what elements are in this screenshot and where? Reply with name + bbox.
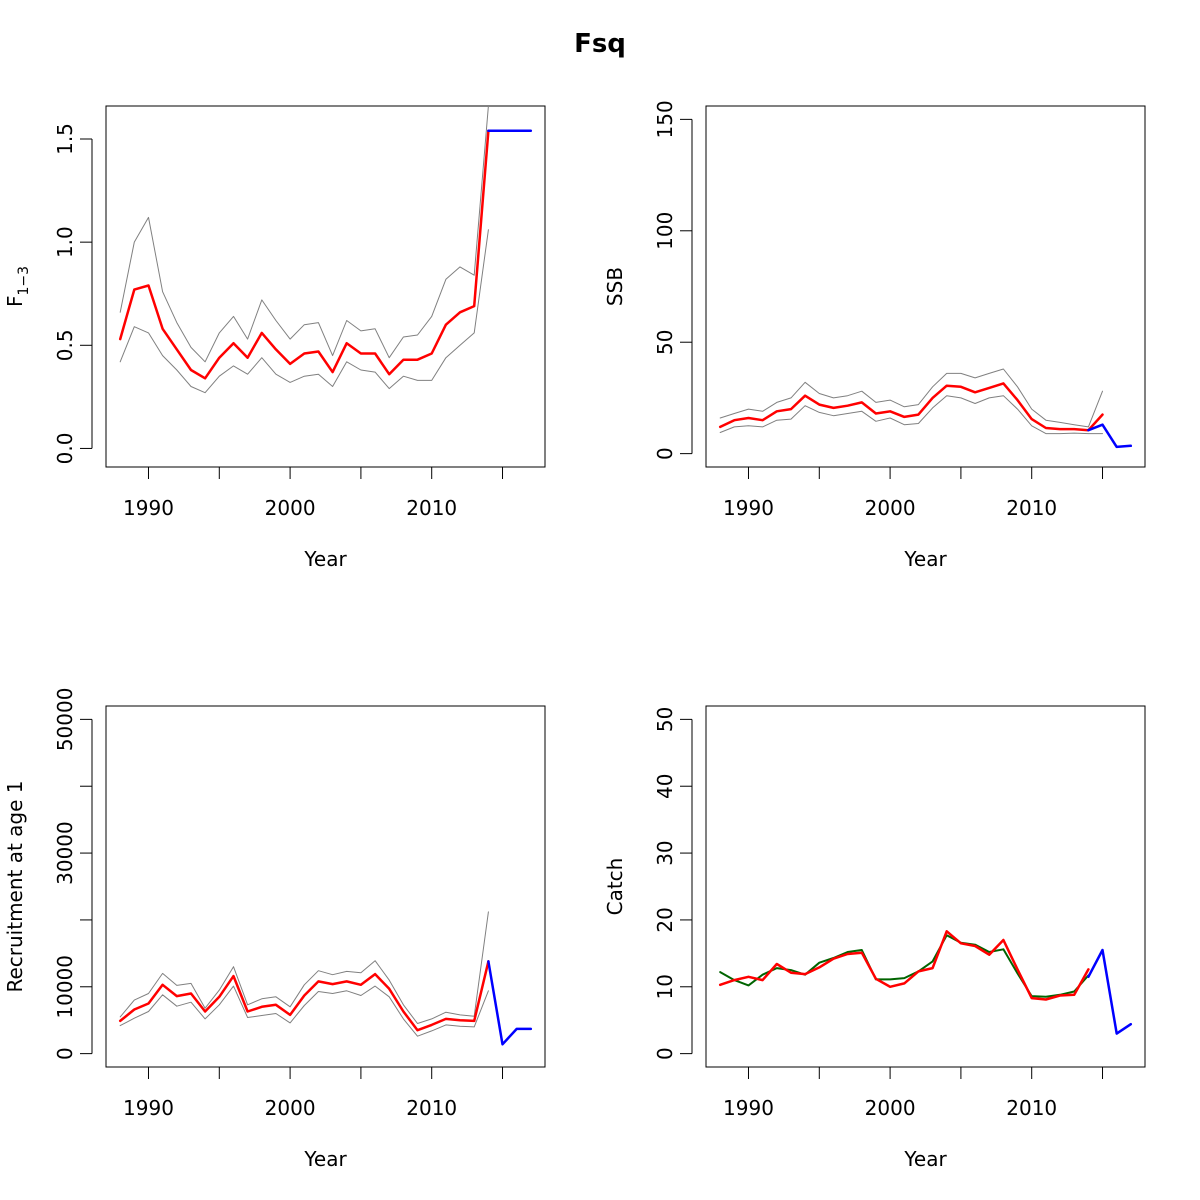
y-tick-label: 50000 xyxy=(53,688,77,752)
x-axis-label: Year xyxy=(903,1147,947,1171)
y-tick-label: 10 xyxy=(653,974,677,999)
y-axis: 0 10 20 30 40 50 xyxy=(653,707,693,1060)
interval-line xyxy=(119,106,489,363)
series-group xyxy=(118,106,533,394)
y-tick-label: 0.0 xyxy=(53,433,77,465)
y-tick-label: 0 xyxy=(53,1047,77,1060)
interval-line xyxy=(719,368,1103,428)
x-axis-label: Year xyxy=(303,1147,347,1171)
forecast-line xyxy=(1087,423,1133,449)
x-axis: 1990 2000 2010 xyxy=(723,1067,1104,1120)
estimate-line xyxy=(118,960,490,1032)
interval-line xyxy=(119,229,489,394)
estimate-line xyxy=(718,382,1104,432)
x-tick-label: 1990 xyxy=(723,496,774,520)
y-tick-label: 20 xyxy=(653,907,677,932)
y-axis-label-main: Catch xyxy=(603,858,627,916)
interval-line xyxy=(119,985,489,1037)
plot-frame xyxy=(105,705,546,1068)
x-axis-label: Year xyxy=(903,547,947,571)
y-axis-label-main: SSB xyxy=(603,267,627,306)
y-axis: 0 50 100 150 xyxy=(653,100,693,460)
y-tick-label: 100 xyxy=(653,212,677,250)
y-tick-label: 0 xyxy=(653,1047,677,1060)
y-tick-label: 40 xyxy=(653,773,677,798)
estimate-line xyxy=(118,129,490,380)
y-tick-label: 0.5 xyxy=(53,329,77,361)
plot-frame xyxy=(705,705,1146,1068)
y-tick-label: 30000 xyxy=(53,821,77,885)
x-tick-label: 2000 xyxy=(865,1096,916,1120)
x-tick-label: 1990 xyxy=(723,1096,774,1120)
series-group xyxy=(718,930,1133,1035)
plot-frame xyxy=(705,105,1146,468)
y-tick-label: 1.5 xyxy=(53,123,77,155)
y-tick-label: 50 xyxy=(653,707,677,732)
interval-line xyxy=(119,911,489,1024)
x-axis: 1990 2000 2010 xyxy=(723,467,1104,520)
y-axis: 0 10000 30000 50000 xyxy=(53,688,93,1060)
y-axis-label: Recruitment at age 1 xyxy=(3,780,27,992)
estimate-line xyxy=(718,930,1090,1001)
panel-top-left: 1990 2000 2010 0.0 0.5 1.0 1.5 Year F1−3 xyxy=(3,105,546,571)
series-group xyxy=(118,911,533,1046)
y-axis-label-subscript: 1−3 xyxy=(16,266,32,296)
y-axis-label-main: Recruitment at age 1 xyxy=(3,780,27,992)
x-tick-label: 2000 xyxy=(865,496,916,520)
y-tick-label: 150 xyxy=(653,100,677,138)
y-axis-label: SSB xyxy=(603,267,627,306)
x-tick-label: 1990 xyxy=(123,1096,174,1120)
y-axis-label-main: F xyxy=(3,296,27,308)
y-axis-label: Catch xyxy=(603,858,627,916)
y-axis: 0.0 0.5 1.0 1.5 xyxy=(53,123,93,465)
y-tick-label: 50 xyxy=(653,329,677,354)
forecast-line xyxy=(1087,948,1133,1035)
x-tick-label: 2010 xyxy=(406,496,457,520)
y-axis-label: F1−3 xyxy=(3,266,32,307)
x-tick-label: 1990 xyxy=(123,496,174,520)
x-tick-label: 2010 xyxy=(1006,496,1057,520)
figure-title: Fsq xyxy=(574,29,626,59)
x-tick-label: 2000 xyxy=(265,1096,316,1120)
x-tick-label: 2010 xyxy=(1006,1096,1057,1120)
panel-bottom-left: 1990 2000 2010 0 10000 30000 50000 Year Recruitm… xyxy=(3,688,546,1171)
panel-bottom-right: 1990 2000 2010 0 10 20 30 40 50 Year Catch xyxy=(603,705,1146,1171)
x-axis: 1990 2000 2010 xyxy=(123,1067,504,1120)
y-tick-label: 10000 xyxy=(53,955,77,1019)
x-axis: 1990 2000 2010 xyxy=(123,467,504,520)
y-tick-label: 0 xyxy=(653,447,677,460)
x-axis-label: Year xyxy=(303,547,347,571)
x-tick-label: 2010 xyxy=(406,1096,457,1120)
y-tick-label: 1.0 xyxy=(53,226,77,258)
y-tick-label: 30 xyxy=(653,840,677,865)
plot-frame xyxy=(105,105,546,468)
forecast-line xyxy=(487,960,533,1046)
interval-line xyxy=(719,395,1103,435)
panel-top-right: 1990 2000 2010 0 50 100 150 Year SSB xyxy=(603,100,1146,571)
x-tick-label: 2000 xyxy=(265,496,316,520)
series-group xyxy=(718,368,1133,449)
